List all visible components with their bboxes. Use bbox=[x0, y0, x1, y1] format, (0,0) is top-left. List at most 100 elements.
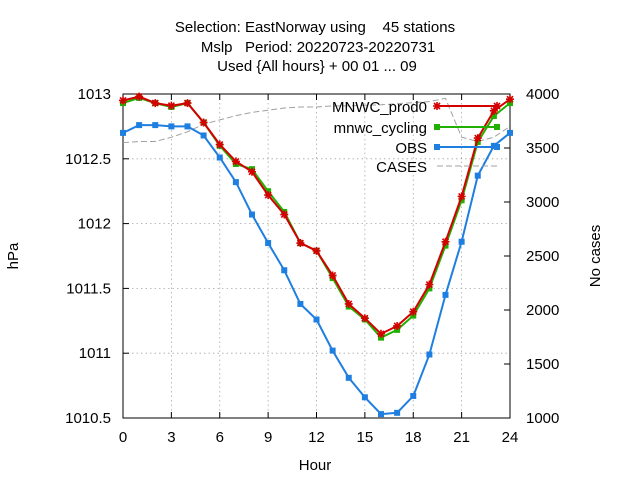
data-point-mnwc-prod0 bbox=[473, 134, 482, 143]
data-point-obs bbox=[507, 129, 513, 136]
legend-marker-mnwc-prod0 bbox=[493, 102, 501, 110]
data-point-mnwc-prod0 bbox=[167, 101, 176, 110]
data-point-mnwc-prod0 bbox=[409, 307, 418, 316]
data-point-mnwc-prod0 bbox=[441, 237, 450, 246]
legend-label-mnwc-cycling: mnwc_cycling bbox=[334, 120, 427, 137]
y-axis-label: hPa bbox=[5, 242, 22, 269]
x-tick-label: 12 bbox=[308, 429, 325, 446]
data-point-mnwc-prod0 bbox=[328, 271, 337, 280]
data-point-obs bbox=[152, 122, 159, 129]
data-point-obs bbox=[490, 142, 497, 149]
data-point-obs bbox=[426, 351, 433, 358]
data-point-mnwc-prod0 bbox=[151, 99, 160, 108]
y-tick-label: 1013 bbox=[78, 86, 111, 103]
y2-tick-label: 3500 bbox=[526, 140, 559, 157]
data-point-obs bbox=[184, 123, 191, 130]
legend-label-mnwc-prod0: MNWC_prod0 bbox=[332, 99, 427, 116]
series-obs bbox=[120, 122, 513, 418]
data-point-obs bbox=[168, 123, 175, 130]
data-point-obs bbox=[313, 316, 320, 323]
data-point-mnwc-prod0 bbox=[489, 106, 498, 115]
y2-tick-label: 2500 bbox=[526, 248, 559, 265]
y-tick-label: 1011 bbox=[79, 345, 111, 362]
legend-marker-mnwc-cycling bbox=[434, 124, 440, 130]
series-cases bbox=[122, 97, 511, 144]
data-point-mnwc-prod0 bbox=[280, 210, 289, 219]
data-point-mnwc-prod0 bbox=[215, 140, 224, 149]
y2-tick-label: 2000 bbox=[526, 302, 559, 319]
chart-title-line-1: Selection: EastNorway using 45 stations bbox=[175, 19, 455, 36]
legend-samples bbox=[433, 102, 501, 167]
chart-title-line-3: Used {All hours} + 00 01 ... 09 bbox=[217, 58, 417, 75]
y-tick-label: 1011.5 bbox=[66, 280, 111, 297]
data-point-mnwc-prod0 bbox=[296, 239, 305, 248]
data-point-mnwc-prod0 bbox=[506, 95, 514, 104]
legend-marker-obs bbox=[434, 144, 440, 150]
data-point-obs bbox=[265, 240, 272, 247]
data-point-obs bbox=[232, 179, 239, 186]
data-point-obs bbox=[297, 300, 304, 307]
x-tick-label: 24 bbox=[502, 429, 519, 446]
y-tick-label: 1010.5 bbox=[65, 410, 111, 427]
data-point-mnwc-prod0 bbox=[312, 246, 321, 255]
legend-marker-mnwc-cycling bbox=[494, 124, 500, 130]
x-axis-label: Hour bbox=[299, 457, 332, 474]
y2-tick-label: 3000 bbox=[526, 194, 559, 211]
data-point-obs bbox=[249, 211, 255, 218]
data-point-mnwc-prod0 bbox=[248, 167, 256, 176]
data-point-mnwc-prod0 bbox=[360, 314, 369, 323]
data-point-mnwc-prod0 bbox=[183, 99, 192, 108]
data-point-mnwc-prod0 bbox=[457, 192, 466, 201]
legend-label-obs: OBS bbox=[395, 140, 427, 157]
y2-tick-label: 4000 bbox=[526, 86, 559, 103]
legend-marker-mnwc-prod0 bbox=[433, 102, 441, 110]
data-point-mnwc-prod0 bbox=[119, 96, 127, 105]
axis-ticks: 0 3 6 9 12 15 18 21 24 1010.5 1011 1011.5 1012 1012.5… bbox=[65, 86, 559, 446]
data-point-obs bbox=[361, 394, 368, 401]
data-point-mnwc-prod0 bbox=[231, 157, 240, 166]
data-point-obs bbox=[120, 129, 126, 136]
data-point-obs bbox=[474, 172, 481, 179]
x-tick-label: 21 bbox=[453, 429, 470, 446]
x-tick-label: 0 bbox=[119, 429, 127, 446]
legend: MNWC_prod0 mnwc_cycling OBS CASES bbox=[332, 99, 501, 176]
data-point-obs bbox=[136, 122, 143, 129]
y2-tick-label: 1000 bbox=[526, 410, 559, 427]
data-point-obs bbox=[200, 132, 207, 139]
data-point-mnwc-prod0 bbox=[425, 280, 434, 289]
data-point-obs bbox=[216, 154, 223, 161]
series-line-cases bbox=[122, 97, 511, 144]
legend-marker-obs bbox=[494, 144, 500, 150]
data-point-obs bbox=[345, 374, 352, 381]
data-point-obs bbox=[442, 291, 449, 298]
data-point-mnwc-prod0 bbox=[135, 92, 144, 101]
series-line-mnwc-prod0 bbox=[122, 95, 511, 336]
x-tick-label: 15 bbox=[357, 429, 374, 446]
y2-tick-label: 1500 bbox=[526, 356, 559, 373]
x-tick-label: 6 bbox=[216, 429, 224, 446]
data-point-obs bbox=[458, 238, 465, 245]
x-tick-label: 18 bbox=[405, 429, 422, 446]
data-point-mnwc-prod0 bbox=[264, 191, 273, 200]
data-point-obs bbox=[281, 267, 288, 274]
data-point-obs bbox=[329, 347, 336, 354]
data-point-mnwc-prod0 bbox=[393, 321, 402, 330]
series-mnwc-prod0 bbox=[119, 92, 514, 338]
data-point-obs bbox=[394, 409, 401, 416]
y2-axis-label: No cases bbox=[587, 225, 604, 288]
x-tick-label: 3 bbox=[167, 429, 175, 446]
grid-lines bbox=[123, 94, 510, 418]
data-point-obs bbox=[378, 411, 384, 418]
y-tick-label: 1012.5 bbox=[65, 151, 111, 168]
series-group bbox=[119, 92, 514, 418]
chart-title-line-2: Mslp Period: 20220723-20220731 bbox=[201, 39, 435, 56]
y-tick-label: 1012 bbox=[78, 216, 111, 233]
data-point-mnwc-cycling bbox=[490, 113, 497, 120]
data-point-mnwc-prod0 bbox=[199, 118, 208, 127]
x-tick-label: 9 bbox=[264, 429, 272, 446]
legend-label-cases: CASES bbox=[376, 159, 427, 176]
data-point-mnwc-prod0 bbox=[377, 329, 385, 338]
data-point-obs bbox=[410, 392, 417, 399]
data-point-mnwc-prod0 bbox=[344, 299, 353, 308]
